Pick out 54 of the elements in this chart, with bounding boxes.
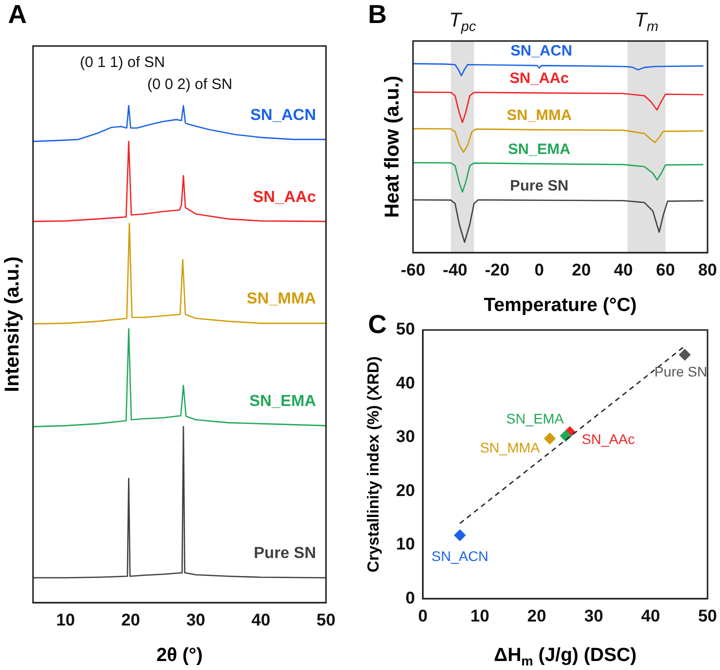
x-tick-label: 50 — [698, 606, 718, 626]
series-label: SN_MMA — [246, 290, 316, 308]
x-tick-label: 20 — [572, 260, 591, 280]
chart-title: A — [8, 0, 27, 30]
x-tick-label: 80 — [698, 260, 718, 280]
y-tick-label: 0 — [405, 588, 415, 608]
x-tick-label: 0 — [418, 606, 428, 626]
point — [678, 348, 691, 361]
series-label: Pure SN — [510, 177, 568, 194]
series-label: SN_ACN — [510, 42, 572, 60]
y-tick-label: 20 — [396, 480, 415, 500]
x-tick-label: -60 — [400, 260, 426, 280]
series-label: SN_EMA — [506, 410, 564, 427]
text: (0 1 1) of SN — [80, 54, 165, 71]
series-label: Pure SN — [254, 545, 316, 562]
text: (0 0 2) of SN — [147, 76, 232, 94]
series-label: SN_AAc — [252, 188, 316, 206]
series-label: SN_ACN — [250, 106, 316, 124]
x-tick-label: 20 — [121, 610, 140, 630]
point — [454, 529, 466, 542]
x-tick-label: 0 — [534, 260, 544, 280]
series-label: SN_AAc — [510, 70, 569, 88]
x-tick-label: 40 — [641, 606, 660, 626]
x-axis-title: Temperature (°C) — [484, 295, 637, 316]
y-tick-label: 10 — [396, 534, 415, 554]
series-label: SN_EMA — [249, 393, 316, 410]
point — [560, 430, 572, 442]
series-label: Pure SN — [654, 364, 708, 380]
chart-title: B — [368, 0, 387, 30]
y-tick-label: 30 — [396, 427, 415, 446]
x-tick-label: 20 — [527, 606, 546, 626]
x-tick-label: 30 — [584, 606, 604, 626]
y-axis-title: Heat flow (a.u.) — [382, 76, 404, 218]
series-label: SN_ACN — [432, 548, 488, 564]
x-axis-title: 2θ (°) — [156, 645, 203, 666]
x-tick-label: 40 — [614, 260, 633, 280]
x-tick-label: -40 — [442, 260, 468, 280]
y-axis-title: Crystallinity index (%) (XRD) — [365, 356, 382, 572]
x-tick-label: 40 — [251, 610, 270, 630]
x-tick-label: 60 — [656, 260, 675, 280]
series-label: SN_AAc — [582, 430, 635, 447]
series-label: SN_MMA — [506, 106, 572, 124]
chart-title: C — [368, 309, 387, 340]
x-tick-label: 10 — [470, 606, 490, 626]
y-tick-label: 50 — [396, 320, 415, 339]
x-tick-label: -20 — [484, 260, 510, 280]
x-tick-label: 50 — [316, 610, 336, 630]
point — [544, 432, 556, 445]
y-axis-title: Intensity (a.u.) — [2, 256, 24, 392]
x-tick-label: 10 — [56, 610, 76, 630]
series-label: SN_EMA — [508, 140, 571, 158]
series-label: SN_MMA — [480, 439, 541, 456]
x-tick-label: 30 — [186, 610, 206, 630]
y-tick-label: 40 — [396, 373, 415, 392]
